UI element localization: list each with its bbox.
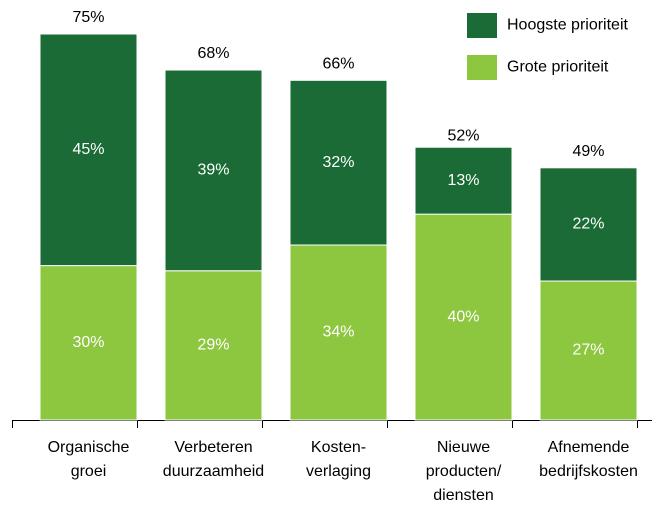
x-tick-label: groei xyxy=(71,463,107,480)
total-label: 66% xyxy=(322,56,354,73)
bar-segment xyxy=(414,146,513,215)
value-label: 45% xyxy=(72,141,104,158)
value-label: 39% xyxy=(197,162,229,179)
value-label: 22% xyxy=(572,216,604,233)
legend-swatch xyxy=(467,55,497,80)
value-label: 27% xyxy=(572,342,604,359)
value-label: 30% xyxy=(72,334,104,351)
x-tick-label: diensten xyxy=(433,487,494,504)
total-label: 75% xyxy=(72,9,104,26)
x-tick-label: verlaging xyxy=(306,463,371,480)
bar-segment xyxy=(289,244,388,421)
x-tick-label: Afnemende xyxy=(548,439,630,456)
value-label: 40% xyxy=(447,308,479,325)
bar-segment xyxy=(164,270,263,421)
bar-segment xyxy=(289,79,388,246)
legend-label: Hoogste prioriteit xyxy=(507,17,629,34)
legend-label: Grote prioriteit xyxy=(507,59,609,76)
bar-segment xyxy=(39,33,138,267)
value-label: 29% xyxy=(197,337,229,354)
x-tick-label: duurzaamheid xyxy=(163,463,264,480)
bar-segment xyxy=(539,280,638,421)
value-label: 13% xyxy=(447,172,479,189)
x-tick-label: Nieuwe xyxy=(437,439,490,456)
x-tick-label: Verbeteren xyxy=(174,439,252,456)
bar-segment xyxy=(39,265,138,421)
x-tick-label: Kosten- xyxy=(311,439,366,456)
value-label: 34% xyxy=(322,324,354,341)
value-label: 32% xyxy=(322,154,354,171)
x-tick-label: producten/ xyxy=(426,463,502,480)
bar-segment xyxy=(539,167,638,282)
x-tick-label: Organische xyxy=(48,439,130,456)
total-label: 49% xyxy=(572,143,604,160)
legend-swatch xyxy=(467,13,497,38)
x-tick-label: bedrijfskosten xyxy=(539,463,638,480)
total-label: 68% xyxy=(197,45,229,62)
bar-segment xyxy=(414,213,513,421)
bar-segment xyxy=(164,69,263,272)
total-label: 52% xyxy=(447,128,479,145)
